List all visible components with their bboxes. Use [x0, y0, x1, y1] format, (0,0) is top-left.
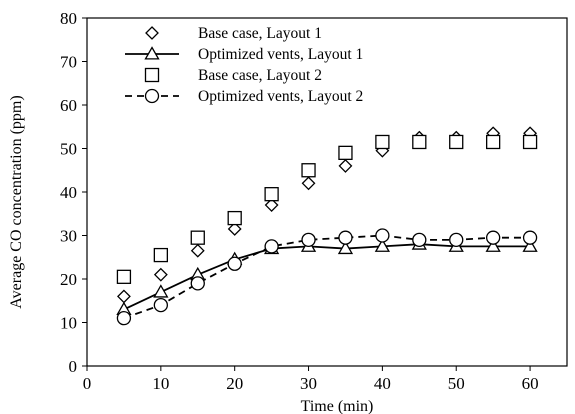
legend-label-4: Optimized vents, Layout 2 [198, 88, 363, 105]
series-3-point-5 [264, 187, 279, 202]
series-4-point-2 [153, 297, 168, 313]
y-tick-label-3: 30 [60, 227, 77, 246]
series-4-point-10 [449, 232, 464, 248]
series-3-point-10 [449, 134, 464, 150]
y-tick-label-1: 10 [60, 314, 77, 333]
series-1-point-1 [117, 289, 131, 304]
series-2-line [123, 243, 531, 311]
series-4-point-6 [301, 232, 316, 248]
legend-marker-1 [145, 26, 159, 40]
series-2-point-12 [522, 238, 538, 252]
y-tick-label-7: 70 [60, 53, 77, 72]
series-1 [117, 126, 537, 304]
series-3-point-3 [190, 230, 205, 245]
legend-label-3: Base case, Layout 2 [198, 67, 322, 84]
x-tick-label-4: 40 [374, 374, 391, 393]
x-tick-label-5: 50 [448, 374, 465, 393]
y-tick-label-4: 40 [60, 183, 77, 202]
series-1-point-2 [153, 267, 168, 282]
x-tick-label-0: 0 [83, 374, 92, 393]
series-4-point-8 [375, 228, 390, 243]
series-2 [116, 236, 538, 315]
series-3-point-11 [486, 134, 501, 150]
series-2-point-2 [153, 284, 169, 298]
legend: Base case, Layout 1 Optimized vents, Layo… [125, 25, 363, 105]
series-3-point-6 [301, 163, 316, 178]
x-axis-label: Time (min) [301, 398, 374, 414]
series-3-point-2 [153, 247, 168, 263]
legend-label-2: Optimized vents, Layout 1 [198, 46, 363, 63]
series-2-point-11 [485, 238, 501, 252]
series-3-point-9 [412, 134, 427, 150]
series-4 [116, 228, 538, 326]
series-4-point-1 [116, 310, 132, 326]
series-3-point-7 [338, 145, 353, 161]
series-4-point-4 [227, 256, 242, 271]
series-1-point-5 [264, 198, 279, 212]
series-3-point-12 [522, 134, 538, 150]
series-4-point-5 [264, 239, 279, 254]
legend-entry-3: Base case, Layout 2 [144, 67, 322, 84]
legend-entry-1: Base case, Layout 1 [145, 25, 322, 42]
y-tick-label-5: 50 [60, 140, 77, 159]
y-tick-label-8: 80 [60, 9, 77, 28]
series-4-point-3 [190, 276, 205, 291]
series-3 [116, 134, 538, 284]
series-3-point-4 [227, 210, 242, 226]
series-3-point-1 [116, 269, 132, 284]
series-4-point-11 [486, 230, 501, 245]
series-4-point-7 [338, 230, 353, 245]
legend-marker-4 [144, 88, 160, 104]
series-1-point-7 [338, 158, 353, 173]
x-tick-label-2: 20 [226, 374, 243, 393]
x-tick-label-6: 60 [522, 374, 539, 393]
series-4-point-9 [412, 232, 427, 248]
y-axis-label: Average CO concentration (ppm) [8, 95, 25, 308]
x-tick-label-1: 10 [152, 374, 169, 393]
y-tick-label-6: 60 [60, 96, 77, 115]
legend-label-1: Base case, Layout 1 [198, 25, 322, 42]
series-2-point-8 [374, 238, 391, 252]
x-tick-label-3: 30 [300, 374, 317, 393]
series-layer [116, 126, 538, 326]
series-2-point-7 [337, 240, 354, 255]
series-1-point-6 [301, 176, 316, 191]
axes: 0 10 20 30 40 50 60 0 10 20 30 40 50 60 70 80 [60, 9, 568, 393]
series-1-point-3 [190, 243, 205, 258]
legend-marker-3 [144, 67, 160, 83]
y-tick-label-2: 20 [60, 270, 77, 289]
legend-marker-2 [144, 46, 160, 60]
legend-entry-4: Optimized vents, Layout 2 [125, 88, 363, 105]
series-3-point-8 [375, 134, 390, 150]
legend-entry-2: Optimized vents, Layout 1 [125, 46, 363, 63]
series-4-point-12 [522, 230, 538, 245]
y-tick-label-0: 0 [69, 357, 78, 376]
series-1-point-4 [227, 222, 242, 236]
